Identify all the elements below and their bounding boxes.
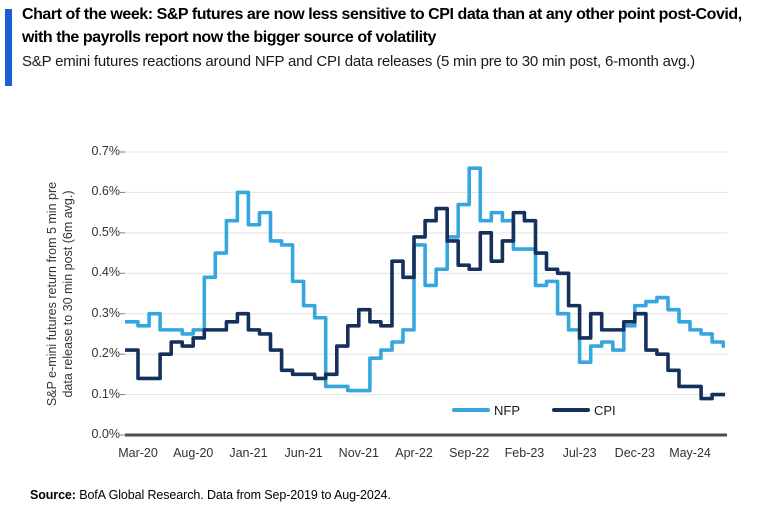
legend: NFP CPI	[452, 400, 616, 420]
chart-svg	[120, 151, 727, 437]
x-tick-label: Jan-21	[229, 446, 268, 460]
y-tick-label: 0.1%	[91, 386, 121, 401]
x-tick-label: Dec-23	[614, 446, 655, 460]
nfp-line	[125, 166, 725, 393]
x-tick-label: Apr-22	[395, 446, 433, 460]
y-tick-label: 0.6%	[91, 184, 121, 199]
x-tick-label: Aug-20	[173, 446, 214, 460]
chart-subtitle: S&P emini futures reactions around NFP a…	[22, 53, 695, 71]
x-tick-label: May-24	[669, 446, 711, 460]
legend-cpi-line-swatch	[552, 408, 590, 412]
source-note: Source: BofA Global Research. Data from …	[30, 488, 391, 502]
page-title: Chart of the week: S&P futures are now l…	[22, 6, 742, 46]
y-tick-label: 0.2%	[91, 346, 121, 361]
x-tick-label: Jul-23	[562, 446, 597, 460]
y-tick-label: 0.0%	[91, 427, 121, 441]
legend-cpi-label: CPI	[594, 402, 616, 418]
chart-area: S&P e-mini futures return from 5 min pre…	[0, 140, 780, 470]
legend-nfp-line-swatch	[452, 408, 490, 412]
source-text: BofA Global Research. Data from Sep-2019…	[75, 488, 391, 502]
x-tick-label: Sep-22	[449, 446, 490, 460]
y-tick-label: 0.3%	[91, 305, 121, 320]
y-tick-label: 0.5%	[91, 224, 121, 239]
x-tick-label: Nov-21	[338, 446, 379, 460]
y-tick-label: 0.7%	[91, 143, 121, 158]
x-tick-label: Jun-21	[284, 446, 323, 460]
x-tick-label: Feb-23	[504, 446, 545, 460]
y-tick-label: 0.4%	[91, 265, 121, 280]
legend-nfp-label: NFP	[494, 402, 520, 418]
accent-bar	[5, 9, 12, 86]
source-label: Source:	[30, 488, 76, 502]
x-tick-label: Mar-20	[118, 446, 158, 460]
header: Chart of the week: S&P futures are now l…	[22, 4, 774, 74]
cpi-line	[125, 206, 725, 401]
